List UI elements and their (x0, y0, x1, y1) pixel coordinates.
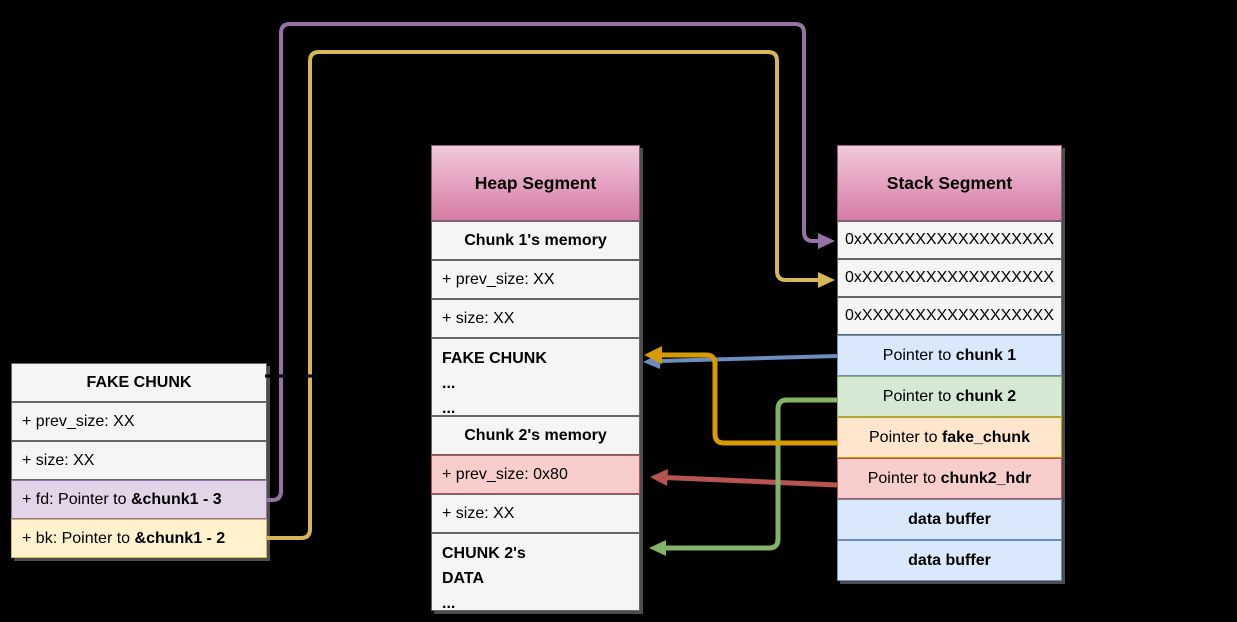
stack-address-row-2: 0xXXXXXXXXXXXXXXXXXX (837, 259, 1062, 297)
data-buffer-row-1: data buffer (837, 499, 1062, 540)
arrow-pointer-chunk1-to-fake-chunk (643, 353, 838, 369)
heap-segment-table: Heap Segment Chunk 1's memory + prev_siz… (431, 145, 640, 612)
data-buffer-row-2: data buffer (837, 540, 1062, 581)
pointer-chunk2-row: Pointer to chunk 2 (837, 376, 1062, 417)
fake-chunk-prev-size-row: + prev_size: XX (11, 402, 267, 441)
stack-segment-table: Stack Segment 0xXXXXXXXXXXXXXXXXXX 0xXXX… (837, 145, 1062, 581)
fake-chunk-fd-row: + fd: Pointer to &chunk1 - 3 (11, 480, 267, 519)
fake-chunk-size-row: + size: XX (11, 441, 267, 480)
chunk1-size-row: + size: XX (431, 299, 640, 338)
stack-address-row-3: 0xXXXXXXXXXXXXXXXXXX (837, 297, 1062, 335)
chunk1-memory-header: Chunk 1's memory (431, 221, 640, 260)
chunk2-prev-size-row: + prev_size: 0x80 (431, 455, 640, 494)
stack-segment-header: Stack Segment (837, 145, 1062, 221)
fake-chunk-header: FAKE CHUNK (11, 363, 267, 402)
arrow-pointer-chunk2hdr-to-prev-size (650, 469, 838, 488)
pointer-fake-chunk-row: Pointer to fake_chunk (837, 417, 1062, 458)
heap-fake-chunk-row: FAKE CHUNK ... ... (431, 338, 640, 417)
chunk2-memory-header: Chunk 2's memory (431, 416, 640, 455)
arrow-pointer-fake-chunk-to-fake-chunk (644, 346, 837, 446)
chunk2-size-row: + size: XX (431, 494, 640, 533)
heap-segment-header: Heap Segment (431, 145, 640, 221)
pointer-chunk1-row: Pointer to chunk 1 (837, 335, 1062, 376)
fake-chunk-table: FAKE CHUNK + prev_size: XX + size: XX + … (11, 363, 267, 558)
pointer-chunk2hdr-row: Pointer to chunk2_hdr (837, 458, 1062, 499)
fake-chunk-bk-row: + bk: Pointer to &chunk1 - 2 (11, 519, 267, 558)
arrow-pointer-chunk2-to-chunk2-data (649, 397, 837, 556)
chunk1-prev-size-row: + prev_size: XX (431, 260, 640, 299)
stack-address-row-1: 0xXXXXXXXXXXXXXXXXXX (837, 221, 1062, 259)
chunk2-data-row: CHUNK 2's DATA ... (431, 533, 640, 612)
